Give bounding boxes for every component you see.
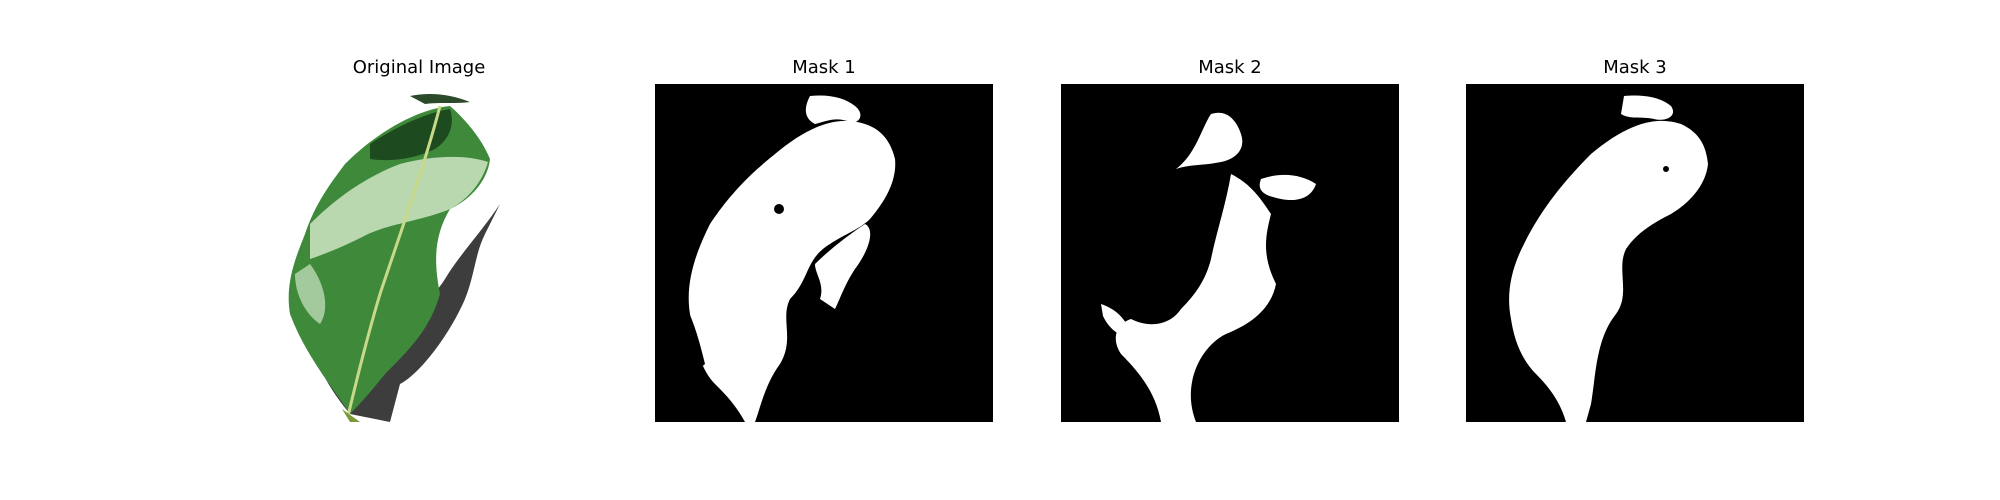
- leaf-photo: [250, 84, 588, 422]
- panel-title: Mask 3: [1466, 56, 1804, 80]
- mask-image: [655, 84, 993, 422]
- panel-title: Mask 1: [655, 56, 993, 80]
- mask-image: [1466, 84, 1804, 422]
- panel-title: Original Image: [250, 56, 588, 80]
- mask-image: [1061, 84, 1399, 422]
- panel-title: Mask 2: [1061, 56, 1399, 80]
